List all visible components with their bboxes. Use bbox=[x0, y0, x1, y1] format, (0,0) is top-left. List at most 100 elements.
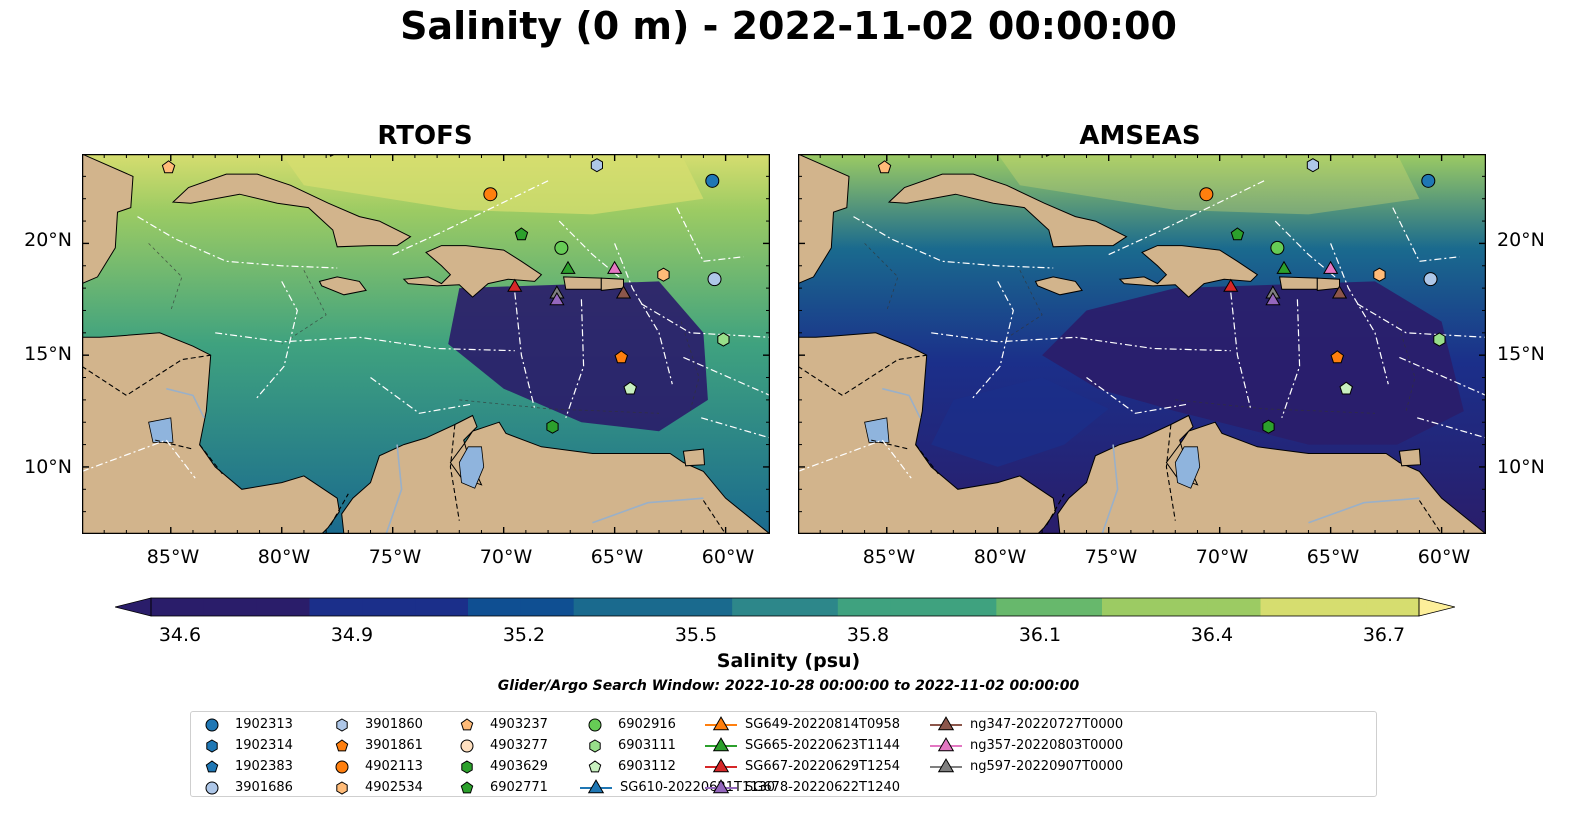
legend-marker bbox=[588, 760, 602, 773]
lake-maracaibo bbox=[1174, 446, 1201, 489]
land-jamaica bbox=[1034, 276, 1083, 296]
land-colombia bbox=[1057, 414, 1486, 534]
legend-label: 4903277 bbox=[490, 738, 548, 753]
legend-marker bbox=[205, 718, 219, 732]
marker-4903237 bbox=[877, 160, 892, 174]
marker-SG665-20220623T1144 bbox=[560, 260, 576, 274]
colorbar-segment bbox=[468, 598, 522, 616]
eez-boundary bbox=[392, 180, 549, 256]
colorbar-tick-label: 35.8 bbox=[846, 624, 890, 646]
land-pr bbox=[1278, 276, 1318, 290]
legend-label: SG610-20220621T1130 bbox=[620, 780, 776, 795]
legend-label: SG678-20220622T1240 bbox=[745, 780, 901, 795]
map-panel-rtofs bbox=[82, 154, 770, 534]
marker-SG678-20220622T1240 bbox=[1265, 291, 1281, 306]
legend-marker bbox=[461, 760, 473, 774]
colorbar-segment bbox=[362, 598, 416, 616]
colorbar-segment bbox=[151, 598, 205, 616]
marker-SG678-20220622T1240 bbox=[549, 291, 565, 306]
legend-marker bbox=[205, 760, 219, 773]
marker-4903629 bbox=[1262, 419, 1275, 434]
lon-tick-label: 75°W bbox=[1084, 546, 1138, 568]
legend-symbol bbox=[937, 758, 955, 773]
colorbar-frame bbox=[150, 597, 1420, 617]
legend-symbol bbox=[335, 739, 349, 752]
eez-boundary bbox=[1230, 292, 1252, 409]
legend-label: 6902771 bbox=[490, 780, 548, 795]
legend-symbol bbox=[937, 716, 955, 731]
legend-symbol bbox=[460, 739, 474, 753]
bathymetry-contour bbox=[997, 270, 1043, 345]
legend-symbol bbox=[460, 718, 474, 731]
marker-3901860 bbox=[590, 158, 603, 173]
legend-symbol bbox=[937, 737, 955, 752]
legend-symbol bbox=[205, 718, 219, 732]
legend-symbol bbox=[712, 779, 730, 794]
lon-tick-label: 70°W bbox=[1195, 546, 1249, 568]
land-isla1 bbox=[600, 277, 624, 291]
colorbar bbox=[115, 597, 1455, 617]
eez-boundary bbox=[970, 281, 1014, 401]
land-mexico bbox=[82, 154, 134, 285]
marker-6903111 bbox=[717, 332, 730, 347]
colorbar-segment bbox=[1049, 598, 1103, 616]
colorbar-tick-label: 36.7 bbox=[1362, 624, 1406, 646]
marker-3901861 bbox=[614, 350, 629, 364]
low-salinity-region bbox=[931, 377, 1109, 467]
low-salinity-region bbox=[1042, 281, 1464, 445]
marker-6902771 bbox=[514, 227, 529, 241]
marker-4902113 bbox=[1199, 187, 1214, 202]
country-border bbox=[449, 424, 460, 521]
river bbox=[385, 444, 403, 534]
land-jamaica bbox=[318, 276, 367, 296]
eez-boundary bbox=[1330, 243, 1389, 385]
legend-label: 4903237 bbox=[490, 717, 548, 732]
country-border bbox=[871, 439, 910, 450]
legend-label: ng347-20220727T0000 bbox=[970, 717, 1124, 732]
lon-tick-label: 85°W bbox=[862, 546, 916, 568]
marker-1902313 bbox=[705, 173, 720, 188]
legend-symbol bbox=[712, 758, 730, 773]
lon-tick-label: 85°W bbox=[146, 546, 200, 568]
eez-boundary bbox=[701, 417, 770, 439]
colorbar-segment bbox=[1207, 598, 1262, 616]
legend-marker bbox=[460, 739, 474, 753]
colorbar-segment bbox=[415, 598, 469, 616]
legend-label: ng597-20220907T0000 bbox=[970, 759, 1124, 774]
lake-nicaragua bbox=[148, 417, 174, 443]
river bbox=[166, 387, 205, 419]
legend-marker bbox=[705, 737, 737, 752]
legend-symbol bbox=[205, 760, 219, 773]
legend-marker bbox=[705, 716, 737, 731]
bathymetry-contour bbox=[1175, 399, 1376, 414]
lat-tick-label: 15°N bbox=[1497, 343, 1545, 365]
legend-label: ng357-20220803T0000 bbox=[970, 738, 1124, 753]
colorbar-segment bbox=[309, 598, 363, 616]
lon-tick-label: 60°W bbox=[1417, 546, 1471, 568]
legend-label: 1902313 bbox=[235, 717, 293, 732]
marker-6902771 bbox=[1230, 227, 1245, 241]
legend-marker bbox=[589, 739, 601, 753]
map-frame bbox=[798, 154, 1486, 534]
colorbar-segment bbox=[520, 598, 575, 616]
lat-tick-label: 15°N bbox=[24, 343, 72, 365]
legend-label: 4902534 bbox=[365, 780, 423, 795]
marker-ng357-20220803T0000 bbox=[607, 260, 623, 274]
marker-ng347-20220727T0000 bbox=[615, 285, 632, 299]
eez-boundary bbox=[1108, 180, 1265, 256]
legend-symbol bbox=[335, 760, 349, 774]
colorbar-segment bbox=[943, 598, 997, 616]
colorbar-tick-label: 34.9 bbox=[330, 624, 374, 646]
marker-3901861 bbox=[1330, 350, 1345, 364]
bathymetry-contour bbox=[281, 270, 327, 345]
eez-boundary bbox=[1086, 377, 1187, 414]
eez-boundary bbox=[254, 281, 298, 401]
legend-label: 3901860 bbox=[365, 717, 423, 732]
lake-nicaragua bbox=[864, 417, 890, 443]
marker-SG667-20220629T1254 bbox=[507, 278, 523, 292]
country-border bbox=[1418, 500, 1443, 534]
land-pr bbox=[562, 276, 602, 290]
search-window-caption: Glider/Argo Search Window: 2022-10-28 00… bbox=[497, 678, 1080, 694]
legend-marker bbox=[588, 718, 602, 732]
land-mexico bbox=[798, 154, 850, 285]
